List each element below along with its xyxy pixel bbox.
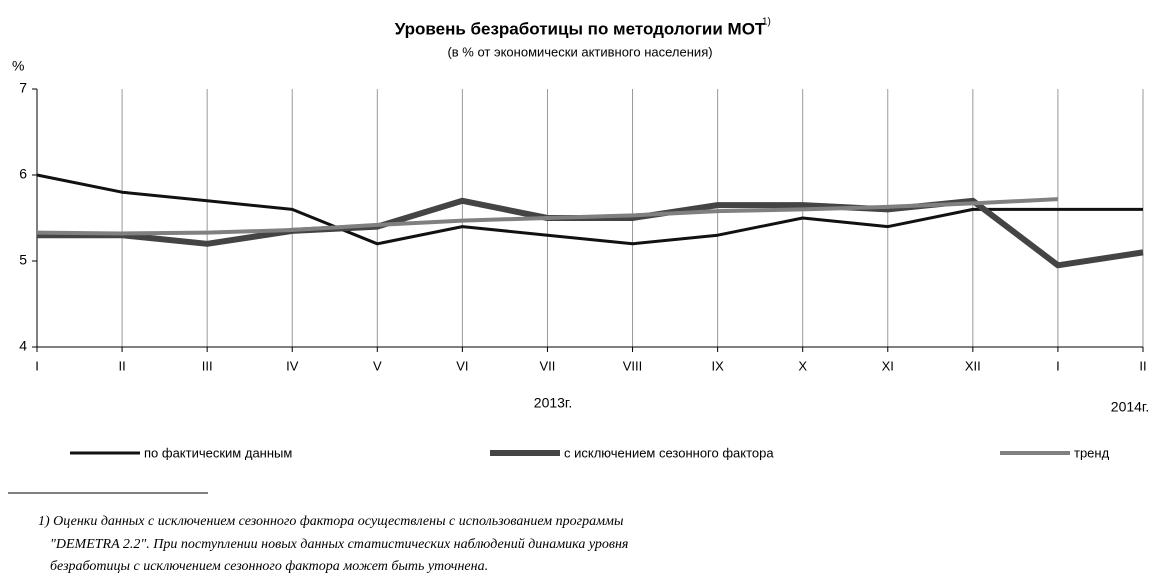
footnote-line: безработицы с исключением сезонного факт… [50, 559, 488, 574]
series-line [36, 197, 1059, 236]
footnote-line: 1) Оценки данных с исключением сезонного… [38, 514, 623, 529]
x-tick-label: VIII [623, 358, 643, 373]
chart-subtitle: (в % от экономически активного населения… [447, 44, 712, 59]
year-label: 2013г. [534, 395, 572, 411]
chart-title: Уровень безработицы по методологии МОТ [395, 19, 766, 38]
y-axis-label: % [12, 58, 24, 74]
x-tick-label: I [35, 358, 39, 373]
x-tick-label: XII [965, 358, 981, 373]
x-tick-label: II [118, 358, 125, 373]
legend-label: с исключением сезонного фактора [564, 445, 774, 460]
x-tick-label: IX [711, 358, 724, 373]
y-tick-label: 6 [19, 166, 27, 182]
title-superscript: 1) [762, 17, 771, 28]
y-tick-label: 7 [19, 80, 27, 96]
x-tick-label: IV [286, 358, 299, 373]
x-tick-label: III [202, 358, 213, 373]
footnote-line: "DEMETRA 2.2". При поступлении новых дан… [50, 537, 628, 552]
legend-label: по фактическим данным [144, 445, 292, 460]
x-tick-label: XI [882, 358, 894, 373]
y-tick-label: 5 [19, 252, 27, 268]
x-tick-label: I [1056, 358, 1060, 373]
x-tick-label: VII [540, 358, 556, 373]
x-tick-label: V [373, 358, 382, 373]
series-line [36, 173, 1143, 246]
x-tick-label: II [1139, 358, 1146, 373]
x-tick-label: VI [456, 358, 468, 373]
year-label: 2014г. [1111, 399, 1149, 415]
y-tick-label: 4 [19, 338, 27, 354]
legend-label: тренд [1074, 445, 1110, 460]
x-tick-label: X [798, 358, 807, 373]
